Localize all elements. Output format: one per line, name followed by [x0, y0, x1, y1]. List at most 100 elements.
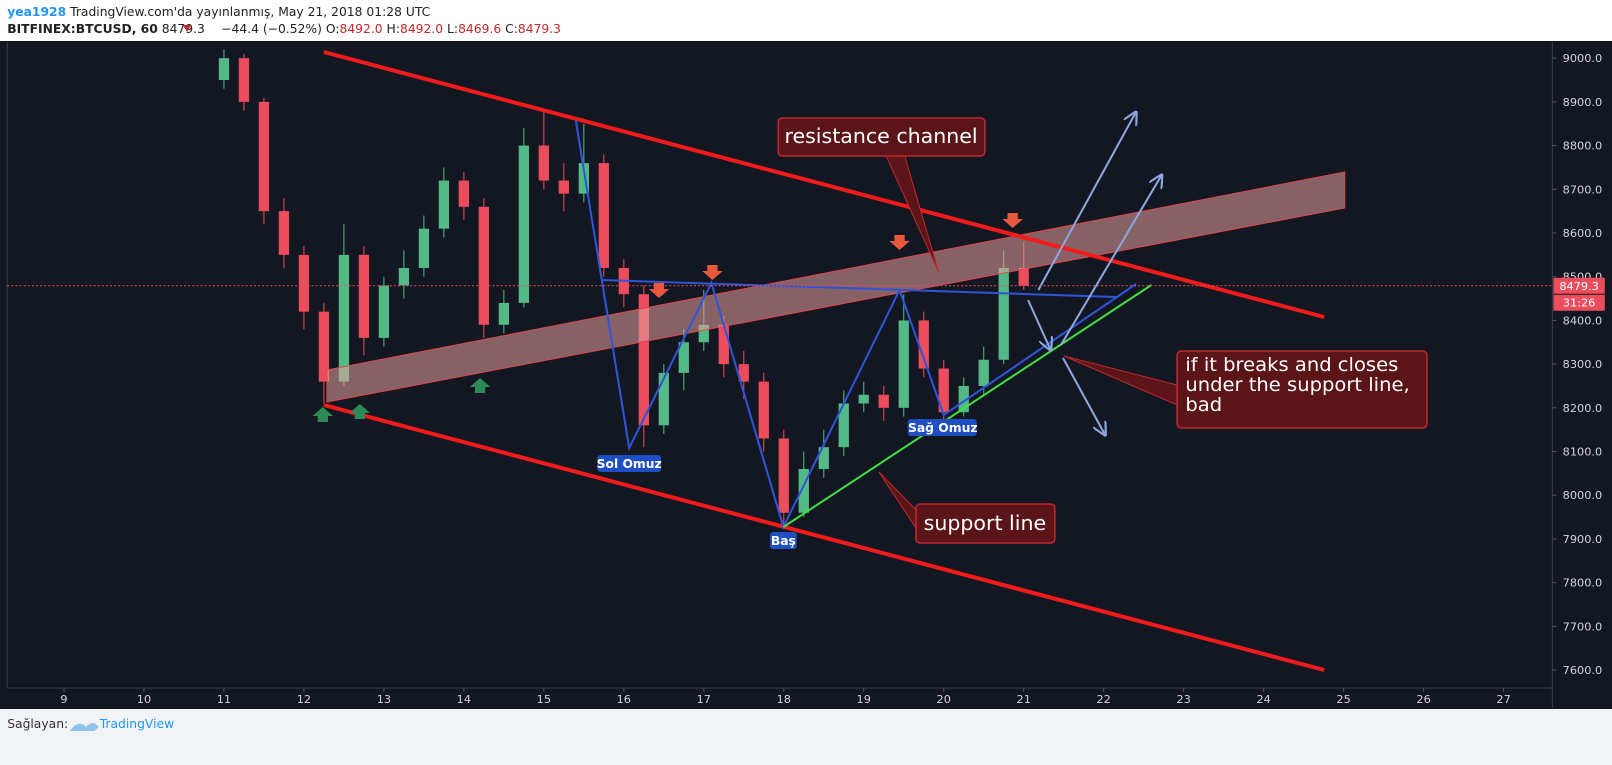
pattern-label-box: [770, 532, 797, 549]
ohlc-h: 8492.0: [400, 22, 443, 36]
candle-body: [878, 394, 889, 408]
published: TradingView.com'da yayınlanmış, May 21, …: [69, 5, 430, 19]
candle-body: [438, 180, 450, 229]
candle-body: [838, 403, 849, 448]
ohlc-c: 8479.3: [518, 22, 561, 36]
candle-body: [558, 180, 569, 194]
y-tick-label: 8700.0: [1563, 183, 1603, 196]
annotation: if it breaks and closes under the suppor…: [1185, 355, 1410, 416]
callout: [915, 503, 1056, 544]
y-tick-label: 8600.0: [1563, 227, 1603, 240]
candle-body: [538, 145, 549, 181]
x-tick-label: 21: [1017, 693, 1031, 706]
x-tick-label: 18: [777, 693, 791, 706]
price-tag: [1553, 277, 1605, 294]
x-tick-label: 24: [1256, 693, 1270, 706]
candle-body: [498, 302, 510, 325]
y-tick-label: 7700.0: [1563, 621, 1603, 634]
x-tick-label: 14: [457, 693, 471, 706]
y-tick-label: 8000.0: [1563, 489, 1603, 502]
ohlc-l-label: L:: [447, 22, 458, 36]
x-tick-label: 11: [217, 693, 231, 706]
symbol-line: BITFINEX:BTCUSD, 60 8479.3 −44.4 (−0.52%…: [7, 22, 561, 36]
arrow: [1027, 299, 1051, 350]
provider: Sağlayan:: [7, 717, 68, 731]
candle-body: [818, 447, 829, 470]
candle-body: [758, 381, 769, 439]
x-tick-label: 12: [297, 693, 311, 706]
candle-body: [658, 372, 669, 426]
candle-body: [698, 324, 709, 343]
candle-body: [938, 368, 949, 413]
logo: [69, 723, 99, 731]
candle-body: [778, 438, 789, 513]
y-tick-label: 7800.0: [1563, 577, 1603, 590]
y-tick-label: 8800.0: [1563, 140, 1603, 153]
y-tick-label: 8900.0: [1563, 96, 1603, 109]
candle-body: [418, 228, 430, 268]
y-tick-label: 7600.0: [1563, 664, 1603, 677]
y-tick-label: 9000.0: [1563, 52, 1603, 65]
x-tick-label: 20: [937, 693, 951, 706]
candle-body: [678, 342, 689, 373]
candle-body: [298, 254, 310, 312]
ohlc-o: 8492.0: [339, 22, 382, 36]
channel-bottom: [323, 403, 1325, 672]
x-tick-label: 9: [60, 693, 67, 706]
candle-body: [998, 267, 1009, 360]
candle-body: [398, 267, 410, 286]
callout: [1176, 350, 1428, 429]
drawings: resistance channel support line if it br…: [312, 50, 1428, 672]
down-triangle: [182, 25, 192, 32]
candle-body: [458, 180, 470, 207]
x-tick-label: 15: [537, 693, 551, 706]
candle-body: [378, 285, 390, 338]
neckline: [601, 279, 1116, 298]
pattern-label-box: [907, 419, 977, 436]
x-tick-label: 19: [857, 693, 871, 706]
footer: [0, 709, 1612, 765]
candle-body: [238, 58, 250, 102]
callout: [777, 117, 986, 157]
ohlc-h-label: H:: [387, 22, 400, 36]
candle-body: [738, 364, 749, 382]
pattern-label: Baş: [771, 534, 796, 548]
brand[interactable]: TradingView: [99, 717, 175, 731]
candle-body: [958, 385, 969, 413]
y-tick-label: 8100.0: [1563, 446, 1603, 459]
pattern-label: Sağ Omuz: [908, 421, 978, 435]
candle-body: [338, 254, 350, 382]
candle-body: [278, 211, 290, 255]
annotation-box: if it breaks and closes under the suppor…: [1185, 355, 1410, 416]
candle-body: [858, 394, 869, 404]
ohlc-o-label: O:: [326, 22, 340, 36]
price: 8479.3: [162, 22, 205, 36]
candle-body: [898, 320, 909, 408]
pattern-label: Sol Omuz: [597, 457, 662, 471]
x-tick-label: 16: [617, 693, 631, 706]
user[interactable]: yea1928: [7, 5, 66, 19]
arrow: [1062, 357, 1105, 435]
candle-body: [598, 163, 609, 268]
price-tag-label: 8479.3: [1559, 280, 1599, 293]
candle-body: [518, 145, 529, 303]
x-tick-label: 26: [1416, 693, 1430, 706]
pattern-label-box: [597, 455, 662, 472]
support-line: [782, 284, 1153, 528]
candle-body: [318, 311, 330, 382]
x-tick-label: 25: [1336, 693, 1350, 706]
down-markers: [648, 213, 1023, 298]
candle-body: [1018, 267, 1029, 286]
y-tick-label: 8400.0: [1563, 315, 1603, 328]
x-tick-label: 23: [1176, 693, 1190, 706]
ohlc-l: 8469.6: [458, 22, 501, 36]
x-tick-label: 27: [1496, 693, 1510, 706]
x-tick-label: 22: [1097, 693, 1111, 706]
x-tick-label: 17: [697, 693, 711, 706]
countdown: 31:26: [1563, 297, 1596, 310]
candle-body: [478, 206, 490, 325]
candle-body: [798, 469, 809, 513]
ohlc-c-label: C:: [505, 22, 518, 36]
y-tick-label: 8300.0: [1563, 358, 1603, 371]
